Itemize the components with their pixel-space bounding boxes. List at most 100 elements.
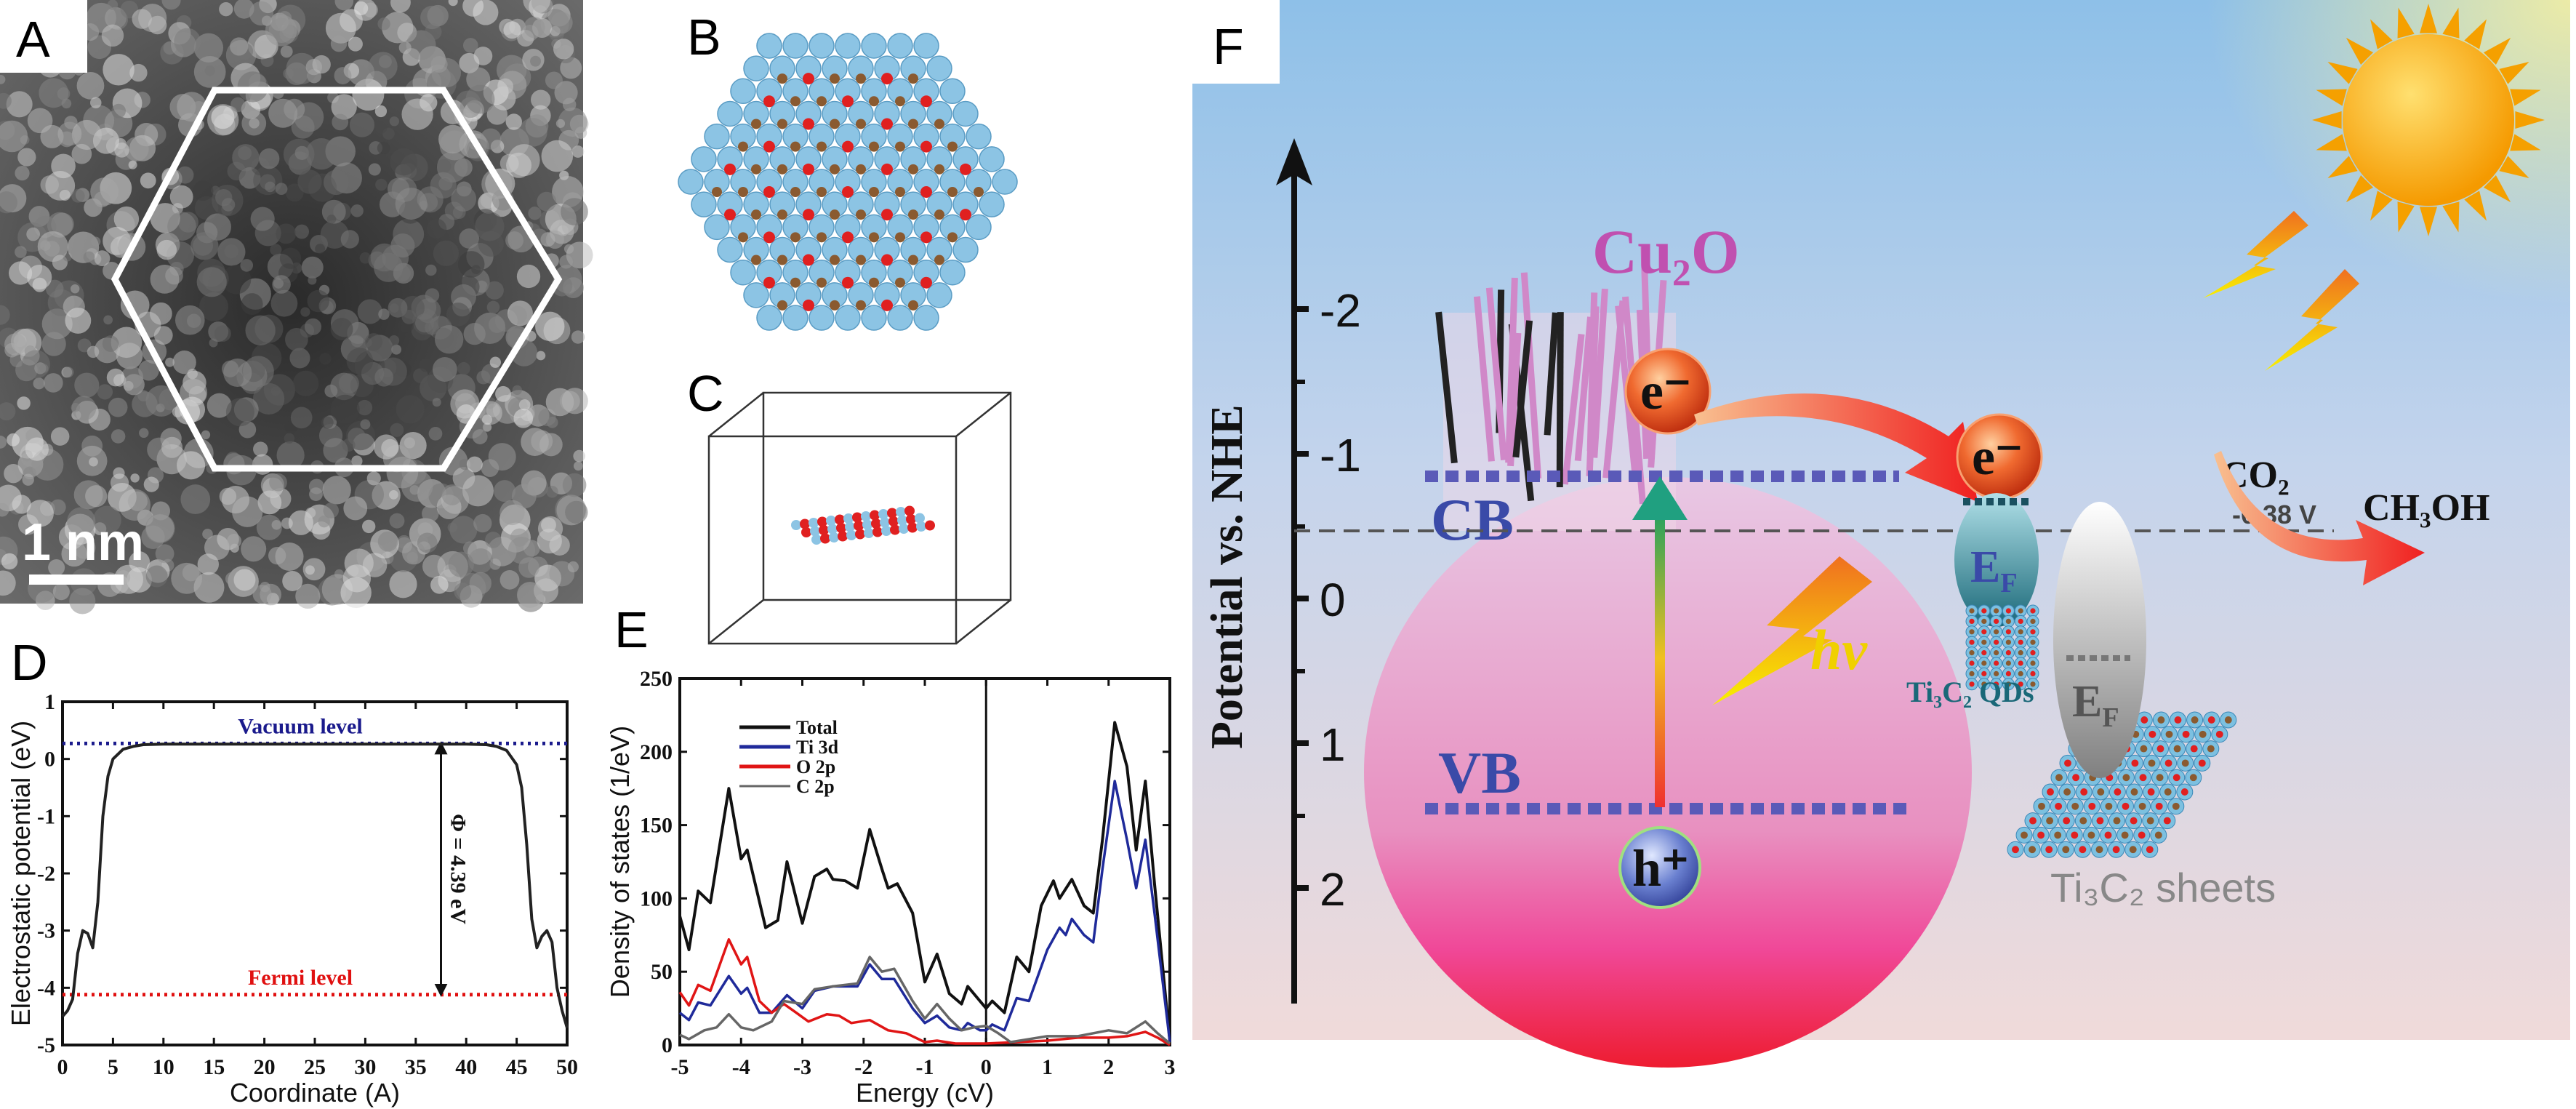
tem-spot xyxy=(404,437,416,449)
tem-spot xyxy=(390,148,418,176)
sheet-fermi-ellipse xyxy=(2053,502,2146,778)
tem-spot xyxy=(342,438,356,452)
sun-ray xyxy=(2442,201,2460,233)
tem-spot xyxy=(466,456,483,473)
atom-ti xyxy=(782,33,808,59)
atom-o xyxy=(763,186,775,198)
chart-density-of-states: -5 -4 -3 -2 -1 0 1 2 3 0 50 100 150 200 250 Energy (cV)… xyxy=(605,667,1176,1108)
sun-ray xyxy=(2499,156,2529,178)
tem-spot xyxy=(225,398,254,427)
tem-spot xyxy=(465,84,495,114)
lattice-core xyxy=(2113,817,2121,825)
atom-ti xyxy=(966,123,992,150)
tem-spot xyxy=(386,456,419,489)
tem-spot xyxy=(167,212,196,241)
tem-spot xyxy=(301,256,324,279)
atom-c xyxy=(895,187,905,197)
cb-label: CB xyxy=(1431,487,1514,553)
atom-ti xyxy=(717,100,743,127)
tem-spot xyxy=(33,377,45,390)
tem-spot xyxy=(348,36,363,52)
atom-ti xyxy=(952,100,979,127)
sun-ray xyxy=(2420,4,2437,33)
tem-spot xyxy=(305,138,337,170)
sun-ray xyxy=(2510,134,2541,151)
lattice-core xyxy=(2148,730,2156,738)
atom-c xyxy=(816,141,827,152)
atom-c xyxy=(816,187,827,197)
y-tick-label: 250 xyxy=(640,667,673,691)
x-tick-label: 35 xyxy=(405,1055,427,1079)
tem-spot xyxy=(172,351,196,375)
tem-spot xyxy=(241,536,267,562)
lattice-core xyxy=(2055,802,2063,810)
x-tick-label: 0 xyxy=(981,1055,992,1079)
work-function-label: Φ = 4.39 eV xyxy=(446,814,470,924)
tem-spot xyxy=(0,402,16,421)
tem-spot xyxy=(252,585,272,604)
electron-label: e⁻ xyxy=(1972,428,2023,486)
lattice-core xyxy=(2147,788,2155,796)
tem-spot xyxy=(161,0,181,10)
y-tick-label: -5 xyxy=(37,1033,55,1057)
tem-spot xyxy=(434,324,464,354)
tem-spot xyxy=(512,385,522,396)
slab-atom xyxy=(855,529,865,540)
lattice-core xyxy=(2018,670,2023,677)
y-tick-label: -3 xyxy=(37,919,55,943)
slab-atom xyxy=(864,528,874,538)
sheets-label: Ti₃C₂ sheets xyxy=(2050,865,2276,910)
tem-spot xyxy=(536,351,546,361)
lattice-core xyxy=(2018,650,2023,656)
tem-spot xyxy=(558,107,587,137)
tem-spot xyxy=(507,537,536,564)
atom-c xyxy=(895,277,905,288)
lattice-core xyxy=(2063,817,2071,825)
tem-spot xyxy=(138,359,159,381)
tem-spot xyxy=(48,558,65,577)
tem-spot xyxy=(425,264,437,276)
tem-spot xyxy=(389,570,417,598)
tem-spot xyxy=(382,12,414,44)
tem-spot xyxy=(63,367,74,378)
supercell-box xyxy=(707,391,1012,645)
atom-o xyxy=(763,140,775,153)
atom-c xyxy=(777,255,787,265)
tem-spot xyxy=(433,240,460,266)
lattice-core xyxy=(1969,660,1975,666)
lattice-core xyxy=(1969,681,1975,687)
tem-spot xyxy=(169,94,196,120)
atom-c xyxy=(751,209,761,220)
tem-spot xyxy=(139,428,149,439)
lattice-core xyxy=(2018,681,2023,687)
tem-spot xyxy=(325,12,356,44)
lattice-core xyxy=(2165,730,2173,738)
atom-c xyxy=(947,232,958,243)
lattice-core xyxy=(1969,608,1975,614)
lattice-core xyxy=(1969,650,1975,656)
atom-ti xyxy=(979,191,1005,217)
atom-c xyxy=(830,255,840,265)
atom-o xyxy=(920,231,932,244)
atom-c xyxy=(830,119,840,129)
slab-atom xyxy=(826,516,836,526)
panel-letter-d: D xyxy=(11,634,48,691)
tem-spot xyxy=(114,142,129,158)
tem-spot xyxy=(51,153,76,179)
tem-spot xyxy=(545,230,564,249)
tem-spot xyxy=(389,513,405,529)
y-tick-label: 0 xyxy=(44,748,55,772)
lattice-core xyxy=(1994,650,1999,656)
atom-o xyxy=(881,163,893,175)
tem-spot xyxy=(70,284,80,294)
tem-spot xyxy=(279,247,302,269)
tem-spot xyxy=(448,0,458,7)
tem-spot xyxy=(232,496,263,527)
tem-spot xyxy=(282,571,303,591)
lattice-core xyxy=(2079,817,2087,825)
tem-spot xyxy=(546,485,558,498)
atom-c xyxy=(934,119,944,129)
tem-spot xyxy=(71,396,97,421)
lattice-core xyxy=(1969,639,1975,645)
tem-spot xyxy=(51,212,74,236)
